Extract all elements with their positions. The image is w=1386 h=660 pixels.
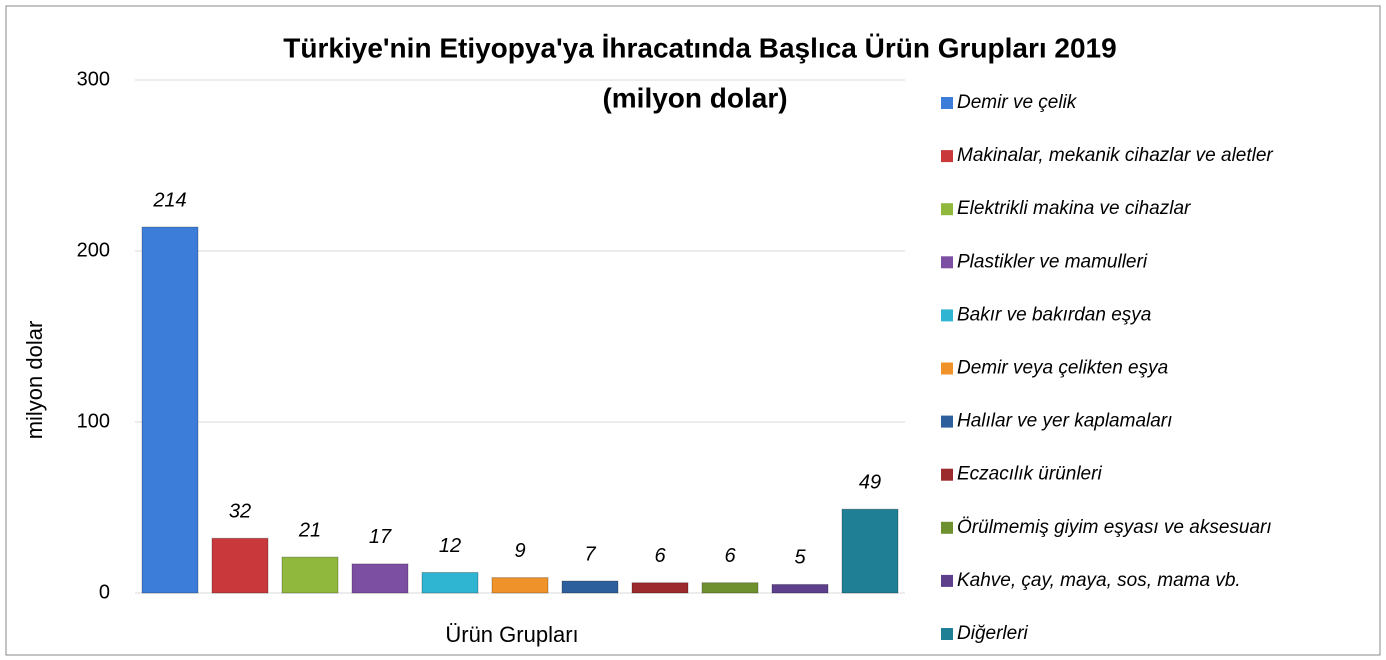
legend-label: Halılar ve yer kaplamaları [957, 411, 1172, 432]
legend-swatch [941, 521, 953, 534]
legend-label: Demir veya çelikten eşya [957, 358, 1168, 379]
bar [281, 556, 339, 594]
bar [701, 582, 759, 594]
value-label: 6 [654, 545, 666, 567]
legend-label: Örülmemiş giyim eşyası ve aksesuarı [957, 517, 1272, 538]
legend-swatch [941, 203, 953, 216]
legend-swatch [941, 309, 953, 322]
x-axis-label: Ürün Grupları [445, 622, 578, 647]
legend-label: Bakır ve bakırdan eşya [957, 304, 1151, 325]
legend-label: Elektrikli makina ve cihazlar [957, 198, 1191, 219]
legend-swatch [941, 97, 953, 109]
bar [771, 583, 829, 594]
y-tick-label: 300 [77, 68, 110, 90]
legend-swatch [941, 256, 953, 269]
value-label: 17 [369, 526, 392, 548]
bar [631, 582, 689, 594]
legend-swatch [941, 362, 953, 375]
bar [351, 563, 409, 594]
y-tick-label: 200 [77, 239, 110, 261]
value-label: 214 [152, 189, 186, 211]
legend-swatch [941, 150, 953, 163]
value-label: 12 [439, 535, 461, 557]
bar [561, 580, 619, 594]
legend-label: Makinalar, mekanik cihazlar ve aletler [957, 145, 1273, 166]
chart-title: Türkiye'nin Etiyopya'ya İhracatında Başl… [283, 32, 1116, 63]
legend-label: Plastikler ve mamulleri [957, 251, 1148, 272]
bar [211, 537, 269, 594]
value-label: 6 [724, 545, 736, 567]
bar [421, 571, 479, 594]
legend-swatch [941, 574, 953, 587]
legend-swatch [941, 468, 953, 481]
legend-swatch [941, 415, 953, 428]
value-label: 7 [584, 543, 596, 565]
legend-label: Eczacılık ürünleri [957, 464, 1102, 485]
legend-swatch [941, 628, 953, 640]
y-tick-label: 100 [77, 410, 110, 432]
value-label: 32 [229, 501, 251, 523]
value-label: 9 [514, 540, 525, 562]
value-label: 5 [794, 547, 806, 569]
legend-label: Diğerleri [957, 623, 1029, 644]
y-tick-label: 0 [99, 581, 110, 603]
bar [491, 577, 549, 594]
value-label: 21 [298, 519, 321, 541]
bar [841, 508, 899, 594]
legend-label: Kahve, çay, maya, sos, mama vb. [957, 570, 1241, 591]
chart-subtitle: (milyon dolar) [602, 82, 787, 113]
y-axis-label: milyon dolar [22, 321, 47, 440]
legend-label: Demir ve çelik [957, 92, 1078, 113]
bar [141, 226, 199, 594]
value-label: 49 [859, 471, 881, 493]
